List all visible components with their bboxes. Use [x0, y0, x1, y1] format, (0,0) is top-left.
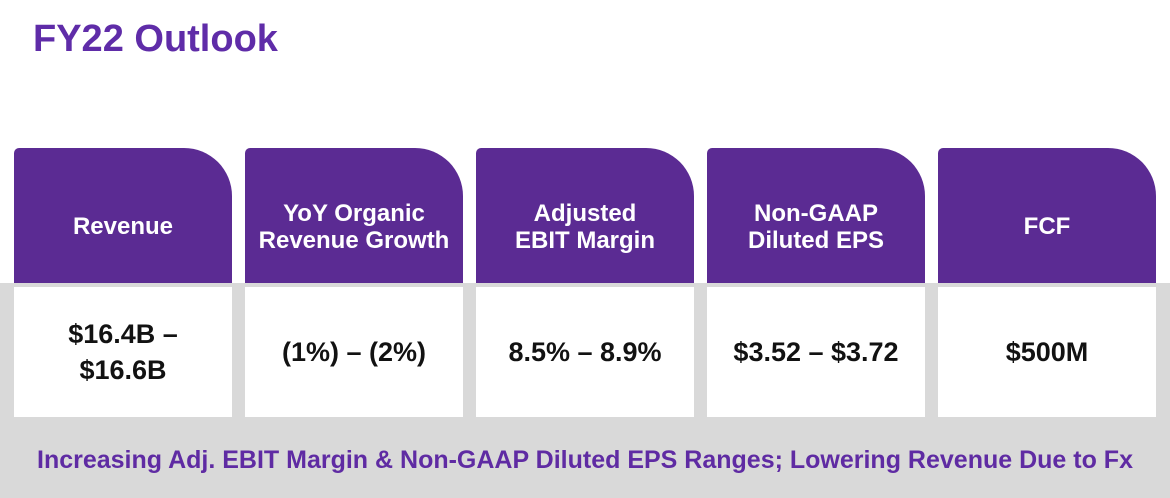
card-yoy-organic-revenue-growth-value: (1%) – (2%)	[281, 336, 427, 367]
card-revenue: Revenue $16.4B – $16.6B	[14, 148, 232, 417]
card-fcf: FCF $500M	[938, 148, 1156, 417]
card-revenue-value: $16.4B – $16.6B	[68, 318, 178, 385]
page-title: FY22 Outlook	[33, 18, 278, 60]
card-adjusted-ebit-margin-header: Adjusted EBIT Margin	[476, 148, 694, 283]
card-yoy-organic-revenue-growth-body: (1%) – (2%)	[245, 287, 463, 417]
card-non-gaap-diluted-eps-header: Non-GAAP Diluted EPS	[707, 148, 925, 283]
card-fcf-header: FCF	[938, 148, 1156, 283]
card-non-gaap-diluted-eps-value: $3.52 – $3.72	[733, 336, 899, 367]
card-non-gaap-diluted-eps-label: Non-GAAP Diluted EPS	[747, 199, 885, 254]
card-yoy-organic-revenue-growth: YoY Organic Revenue Growth (1%) – (2%)	[245, 148, 463, 417]
card-revenue-header: Revenue	[14, 148, 232, 283]
card-fcf-value: $500M	[1005, 336, 1089, 367]
card-revenue-body: $16.4B – $16.6B	[14, 287, 232, 417]
card-revenue-label: Revenue	[72, 213, 174, 241]
card-adjusted-ebit-margin-body: 8.5% – 8.9%	[476, 287, 694, 417]
footnote-text: Increasing Adj. EBIT Margin & Non-GAAP D…	[37, 446, 1133, 474]
card-non-gaap-diluted-eps-body: $3.52 – $3.72	[707, 287, 925, 417]
card-fcf-body: $500M	[938, 287, 1156, 417]
card-fcf-label: FCF	[1023, 213, 1071, 241]
card-non-gaap-diluted-eps: Non-GAAP Diluted EPS $3.52 – $3.72	[707, 148, 925, 417]
card-adjusted-ebit-margin-value: 8.5% – 8.9%	[508, 336, 662, 367]
card-yoy-organic-revenue-growth-header: YoY Organic Revenue Growth	[245, 148, 463, 283]
card-yoy-organic-revenue-growth-label: YoY Organic Revenue Growth	[258, 199, 450, 254]
card-adjusted-ebit-margin-label: Adjusted EBIT Margin	[514, 199, 655, 254]
outlook-cards-row: Revenue $16.4B – $16.6B YoY Organic Reve…	[14, 148, 1156, 417]
card-adjusted-ebit-margin: Adjusted EBIT Margin 8.5% – 8.9%	[476, 148, 694, 417]
